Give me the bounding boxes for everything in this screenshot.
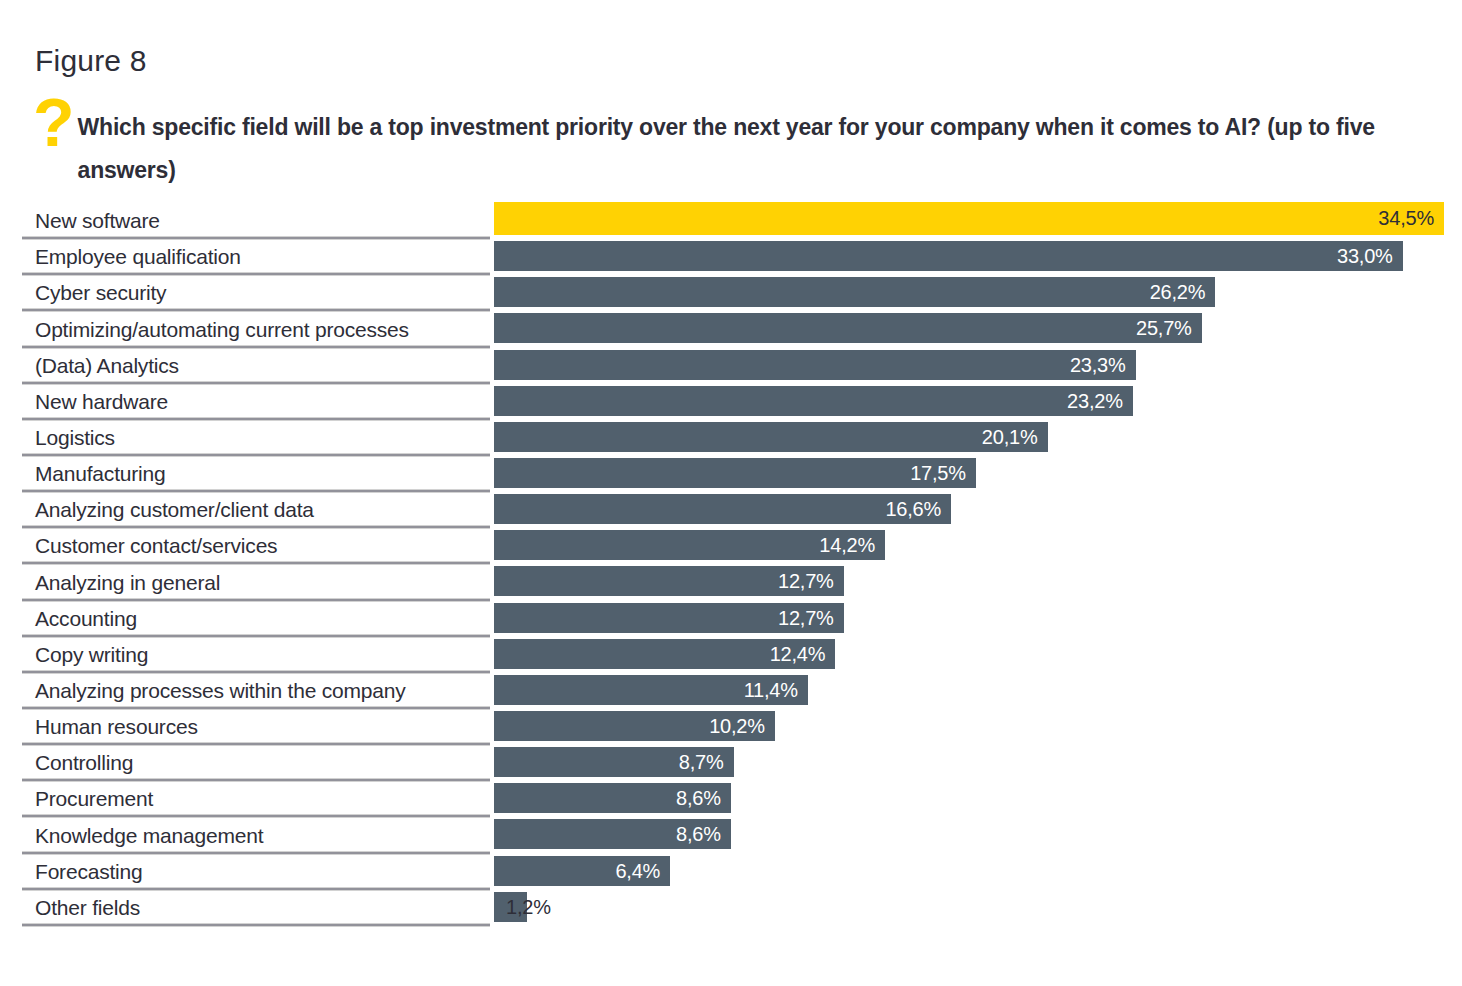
- bar: 12,7%: [494, 603, 844, 633]
- value-label: 14,2%: [494, 530, 885, 560]
- category-label: Procurement: [35, 787, 153, 811]
- value-label: 12,7%: [494, 603, 844, 633]
- chart-row: Procurement 8,6%: [0, 782, 1462, 818]
- value-label: 25,7%: [494, 313, 1202, 343]
- chart-row: Human resources 10,2%: [0, 710, 1462, 746]
- figure-title: Figure 8: [35, 44, 147, 78]
- category-label: Copy writing: [35, 643, 148, 667]
- value-label: 8,6%: [494, 819, 731, 849]
- value-label: 26,2%: [494, 277, 1215, 307]
- chart-row: Knowledge management 8,6%: [0, 818, 1462, 854]
- bar: 34,5%: [494, 202, 1444, 235]
- category-label: (Data) Analytics: [35, 354, 179, 378]
- category-label: Forecasting: [35, 860, 143, 884]
- bar: 11,4%: [494, 675, 808, 705]
- bar: 6,4%: [494, 856, 670, 886]
- value-label: 8,6%: [494, 783, 731, 813]
- bar: 26,2%: [494, 277, 1215, 307]
- chart-row: Copy writing 12,4%: [0, 638, 1462, 674]
- figure-page: Figure 8 ? Which specific field will be …: [0, 0, 1462, 986]
- category-label: Controlling: [35, 751, 133, 775]
- question-text: Which specific field will be a top inves…: [78, 96, 1428, 192]
- chart-row: Accounting 12,7%: [0, 602, 1462, 638]
- chart-row: Analyzing in general 12,7%: [0, 565, 1462, 601]
- bar: 17,5%: [494, 458, 976, 488]
- bar: 10,2%: [494, 711, 775, 741]
- value-label: 23,2%: [494, 386, 1133, 416]
- chart-row: Cyber security 26,2%: [0, 276, 1462, 312]
- chart-row: Manufacturing 17,5%: [0, 457, 1462, 493]
- category-label: New software: [35, 209, 160, 233]
- chart-row: Optimizing/automating current processes …: [0, 312, 1462, 348]
- chart-row: Other fields 1,2%: [0, 891, 1462, 927]
- value-label: 12,7%: [494, 566, 844, 596]
- category-label: Human resources: [35, 715, 198, 739]
- category-label: Accounting: [35, 607, 137, 631]
- category-label: Knowledge management: [35, 824, 263, 848]
- bar: 12,4%: [494, 639, 835, 669]
- value-label: 1,2%: [506, 892, 551, 922]
- bar: 12,7%: [494, 566, 844, 596]
- category-label: Employee qualification: [35, 245, 241, 269]
- bar: 25,7%: [494, 313, 1202, 343]
- chart-row: Controlling 8,7%: [0, 746, 1462, 782]
- bar: 1,2%: [494, 892, 527, 922]
- question-mark-icon: ?: [33, 92, 75, 152]
- chart-row: Employee qualification 33,0%: [0, 240, 1462, 276]
- value-label: 34,5%: [494, 202, 1444, 235]
- chart-row: Forecasting 6,4%: [0, 855, 1462, 891]
- value-label: 10,2%: [494, 711, 775, 741]
- chart-row: Logistics 20,1%: [0, 421, 1462, 457]
- bar: 14,2%: [494, 530, 885, 560]
- category-label: Optimizing/automating current processes: [35, 318, 409, 342]
- row-underline: [22, 923, 490, 927]
- category-label: Customer contact/services: [35, 534, 277, 558]
- category-label: Analyzing customer/client data: [35, 498, 314, 522]
- bar: 23,3%: [494, 350, 1136, 380]
- value-label: 8,7%: [494, 747, 734, 777]
- chart-row: Analyzing customer/client data 16,6%: [0, 493, 1462, 529]
- chart-row: Customer contact/services 14,2%: [0, 529, 1462, 565]
- value-label: 23,3%: [494, 350, 1136, 380]
- bar: 16,6%: [494, 494, 951, 524]
- category-label: Analyzing processes within the company: [35, 679, 406, 703]
- category-label: New hardware: [35, 390, 168, 414]
- bar: 8,6%: [494, 783, 731, 813]
- chart-row: Analyzing processes within the company 1…: [0, 674, 1462, 710]
- category-label: Analyzing in general: [35, 571, 220, 595]
- bar: 8,6%: [494, 819, 731, 849]
- question-block: ? Which specific field will be a top inv…: [33, 96, 1428, 192]
- category-label: Manufacturing: [35, 462, 165, 486]
- bar: 8,7%: [494, 747, 734, 777]
- chart-row: New software 34,5%: [0, 204, 1462, 240]
- chart-row: (Data) Analytics 23,3%: [0, 349, 1462, 385]
- value-label: 16,6%: [494, 494, 951, 524]
- category-label: Other fields: [35, 896, 140, 920]
- value-label: 17,5%: [494, 458, 976, 488]
- value-label: 20,1%: [494, 422, 1048, 452]
- chart-row: New hardware 23,2%: [0, 385, 1462, 421]
- value-label: 6,4%: [494, 856, 670, 886]
- bar-chart: New software 34,5% Employee qualificatio…: [0, 204, 1462, 927]
- bar: 33,0%: [494, 241, 1403, 271]
- value-label: 12,4%: [494, 639, 835, 669]
- value-label: 33,0%: [494, 241, 1403, 271]
- bar: 23,2%: [494, 386, 1133, 416]
- category-label: Logistics: [35, 426, 115, 450]
- category-label: Cyber security: [35, 281, 166, 305]
- bar: 20,1%: [494, 422, 1048, 452]
- value-label: 11,4%: [494, 675, 808, 705]
